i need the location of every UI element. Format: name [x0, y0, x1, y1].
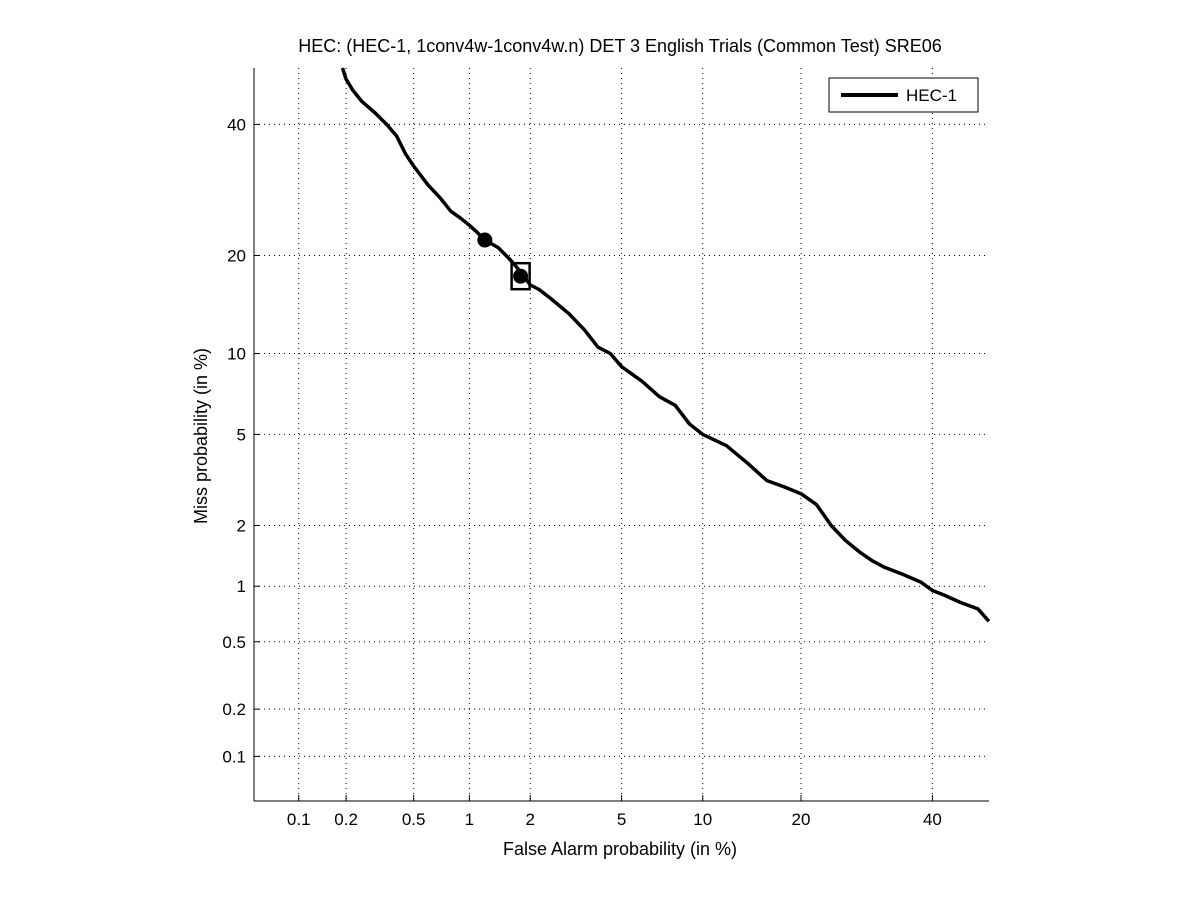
x-tick-label: 0.5 [402, 810, 426, 829]
x-tick-label: 5 [617, 810, 626, 829]
y-tick-label: 10 [227, 344, 246, 363]
x-tick-label: 0.2 [334, 810, 358, 829]
x-tick-label: 40 [923, 810, 942, 829]
axes [253, 68, 989, 802]
y-tick-label: 40 [227, 115, 246, 134]
y-axis-label: Miss probability (in %) [191, 348, 211, 524]
x-tick-label: 2 [526, 810, 535, 829]
x-tick-labels: 0.1 0.2 0.5 1 2 5 10 20 40 [287, 810, 942, 829]
plot-area: 0.1 0.2 0.5 1 2 5 10 20 40 0.1 0.2 0.5 1 2 5 10 20 40 [222, 67, 991, 829]
operating-point-square [510, 261, 531, 291]
x-axis-label: False Alarm probability (in %) [503, 839, 737, 859]
y-tick-label: 5 [237, 425, 246, 444]
x-tick-label: 0.1 [287, 810, 311, 829]
x-tick-label: 1 [465, 810, 474, 829]
legend: HEC-1 [828, 77, 979, 113]
y-tick-label: 0.1 [222, 747, 246, 766]
grid [254, 68, 989, 801]
series-line-hec-1 [340, 67, 991, 623]
x-tick-label: 20 [792, 810, 811, 829]
operating-point-circle [513, 268, 529, 284]
chart-title: HEC: (HEC-1, 1conv4w-1conv4w.n) DET 3 En… [298, 36, 942, 56]
y-tick-label: 0.5 [222, 633, 246, 652]
y-tick-label: 2 [237, 516, 246, 535]
y-tick-labels: 0.1 0.2 0.5 1 2 5 10 20 40 [222, 115, 246, 766]
y-tick-label: 1 [237, 577, 246, 596]
legend-label-hec-1: HEC-1 [906, 86, 957, 105]
operating-point-circle [477, 232, 493, 248]
y-tick-label: 0.2 [222, 700, 246, 719]
x-tick-label: 10 [693, 810, 712, 829]
marker-layer [477, 232, 531, 291]
series-layer [340, 67, 991, 623]
y-tick-label: 20 [227, 246, 246, 265]
